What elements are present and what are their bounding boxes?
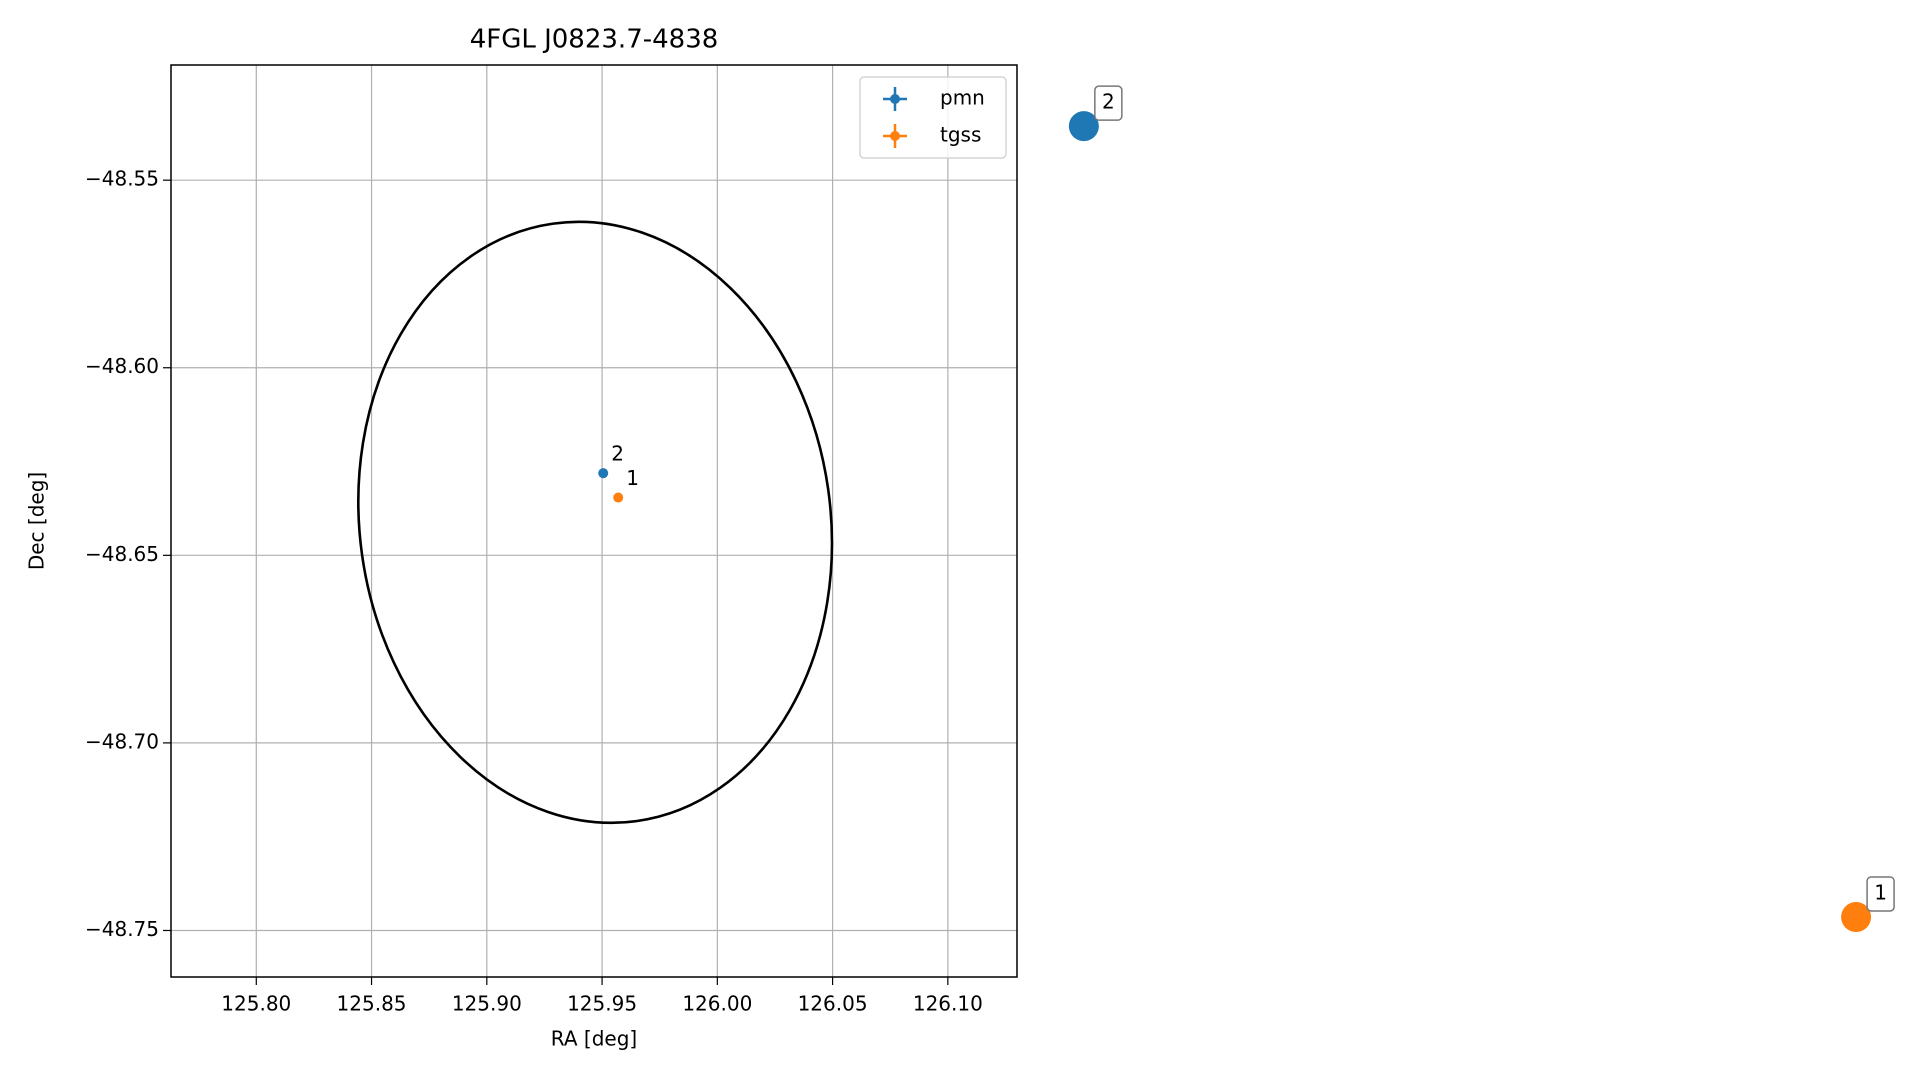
y-tick-label: −48.70 [85, 729, 159, 753]
x-axis-label: RA [deg] [551, 1027, 637, 1051]
y-tick-label: −48.65 [85, 542, 159, 566]
error-ellipse [357, 220, 834, 825]
x-tick-label: 126.05 [798, 992, 868, 1016]
legend-marker [890, 94, 900, 104]
annotation-marker [1841, 901, 1872, 932]
point-label: 1 [626, 466, 639, 490]
x-tick-label: 125.90 [452, 992, 522, 1016]
legend-label: tgss [940, 123, 981, 147]
annotation-box [1866, 876, 1895, 912]
y-tick-label: −48.55 [85, 167, 159, 191]
legend-label: pmn [940, 86, 985, 110]
axes-frame [170, 64, 1018, 978]
annotation-label: 2 [1102, 90, 1115, 114]
x-tick-label: 126.00 [682, 992, 752, 1016]
x-tick-label: 125.85 [337, 992, 407, 1016]
chart-title: 4FGL J0823.7-4838 [470, 25, 719, 55]
x-tick-label: 126.10 [913, 992, 983, 1016]
y-tick-label: −48.75 [85, 917, 159, 941]
point-label: 2 [611, 442, 624, 466]
annotation-marker [1068, 111, 1099, 142]
y-axis-label: Dec [deg] [25, 472, 49, 570]
data-point [613, 492, 624, 503]
x-tick-label: 125.95 [567, 992, 637, 1016]
y-tick-label: −48.60 [85, 354, 159, 378]
legend-marker [890, 131, 900, 141]
x-tick-label: 125.80 [221, 992, 291, 1016]
annotation-box [1094, 85, 1123, 121]
annotation-label: 1 [1874, 880, 1887, 904]
data-point [598, 468, 609, 479]
